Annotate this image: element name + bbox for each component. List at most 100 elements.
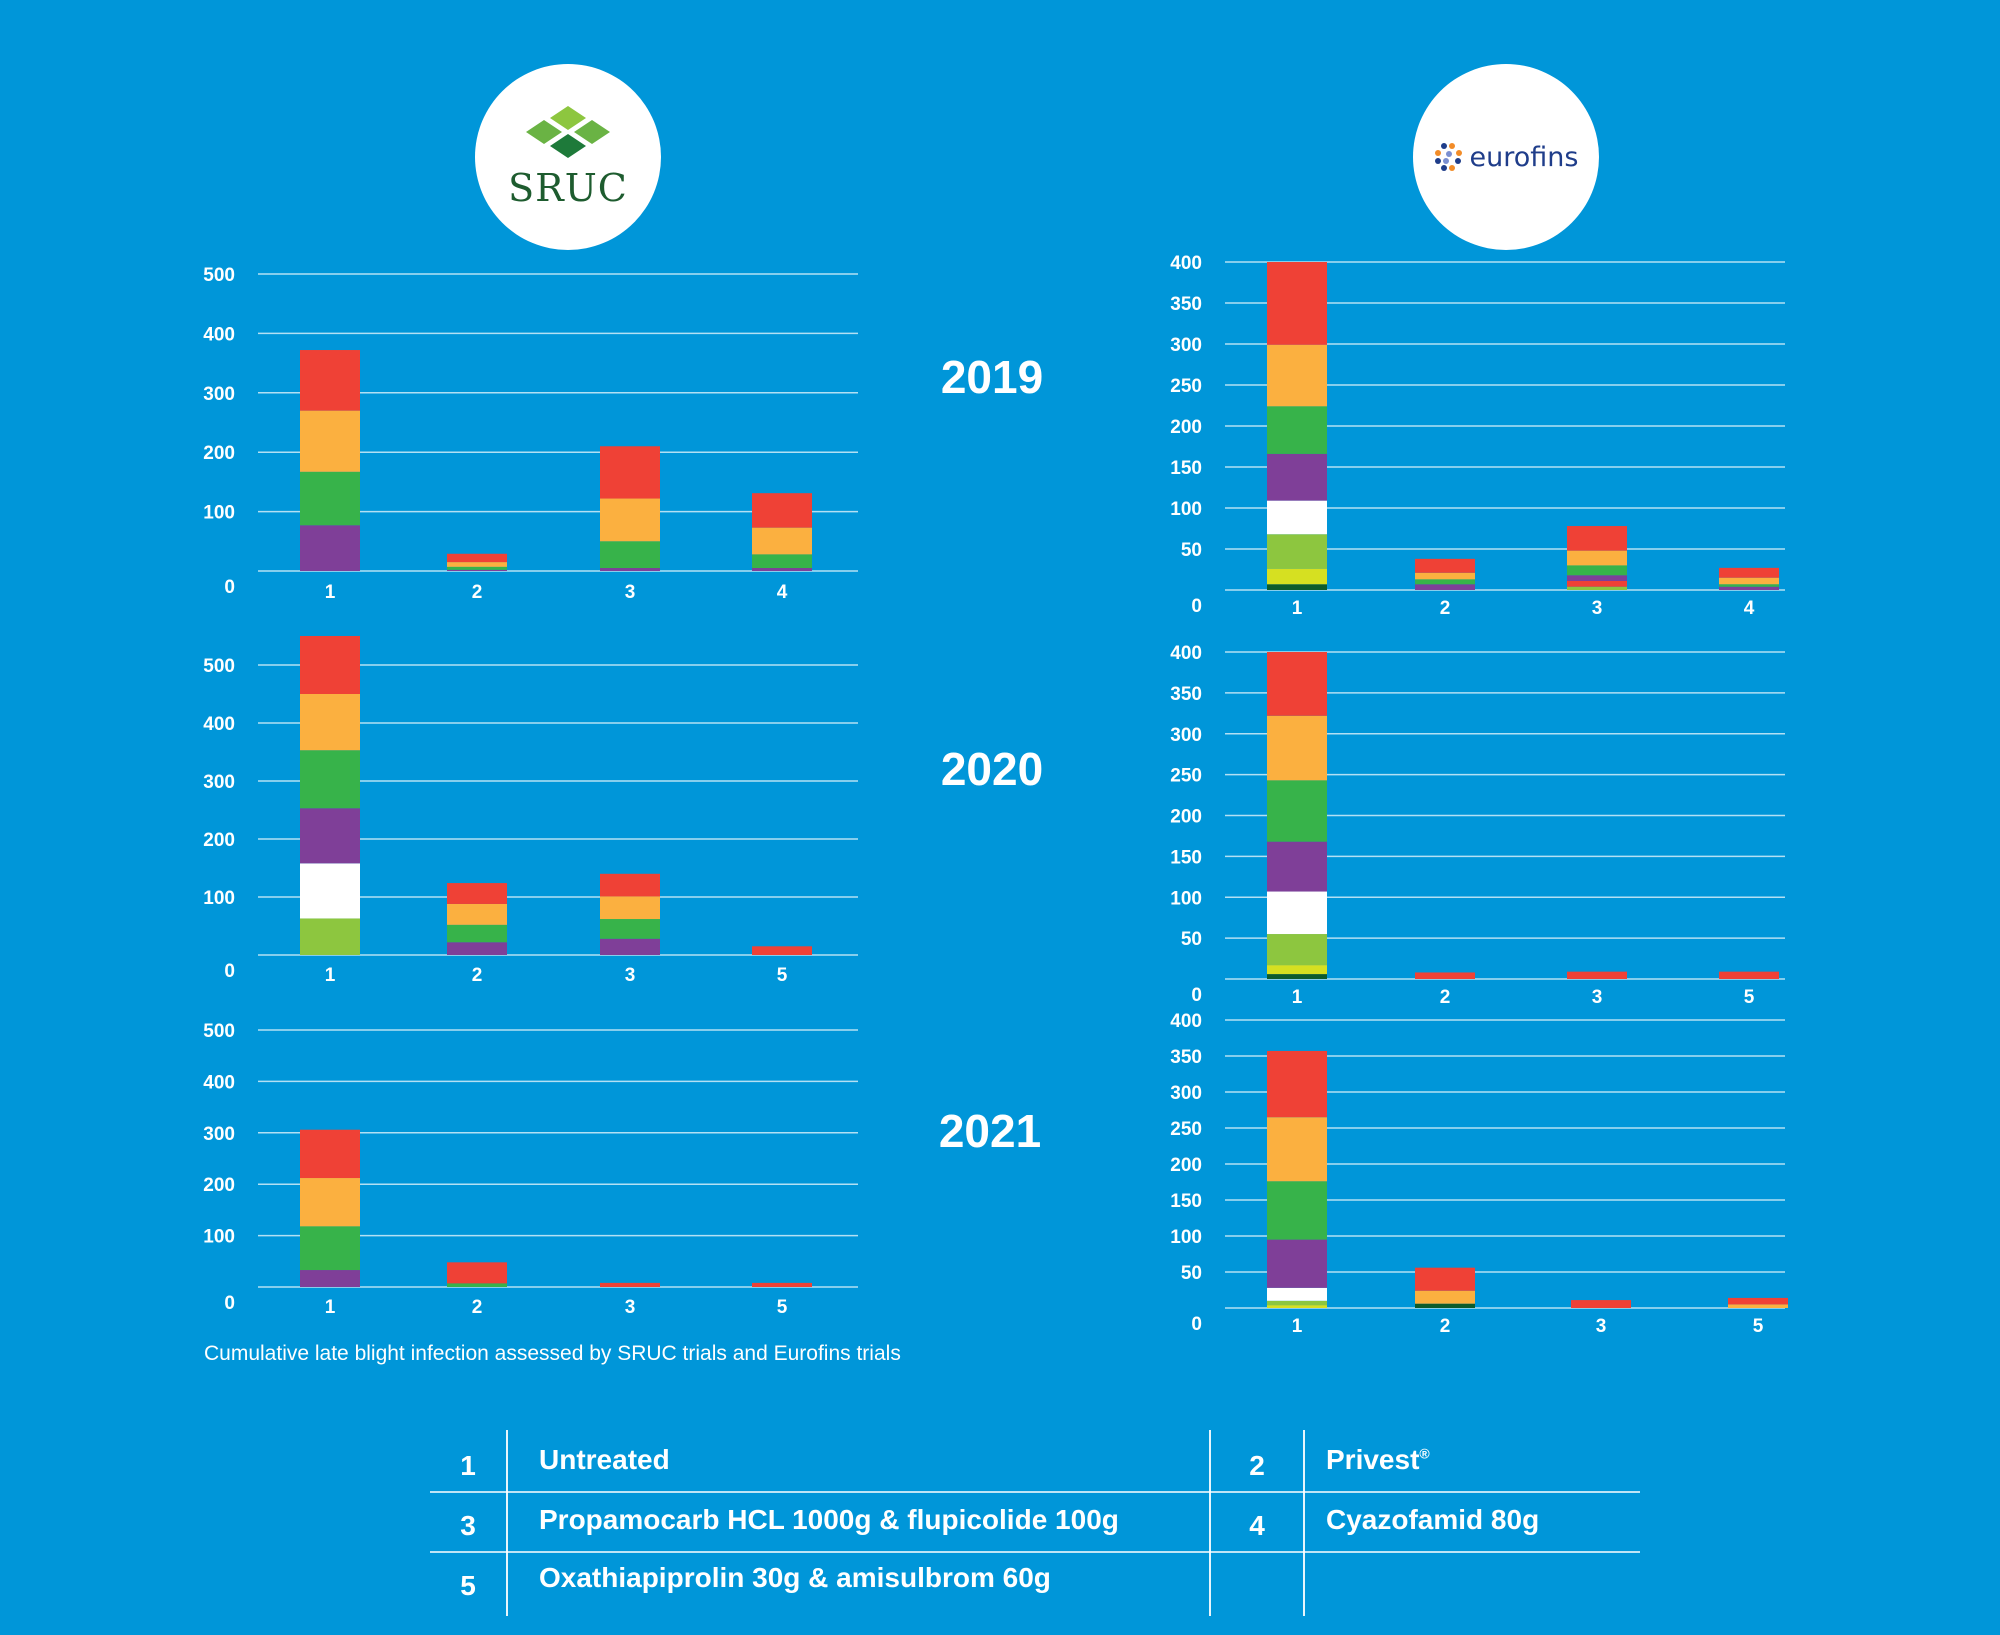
bar-segment-purple bbox=[1267, 841, 1327, 892]
bar-segment-orange bbox=[300, 1178, 360, 1227]
x-tick-label: 3 bbox=[1596, 1316, 1607, 1337]
y-tick-label: 50 bbox=[1181, 540, 1202, 561]
bar-segment-green bbox=[1267, 406, 1327, 454]
bar-segment-orange bbox=[1719, 577, 1779, 585]
bar-segment-lightgreen bbox=[1567, 586, 1627, 590]
bar-segment-green bbox=[1267, 1181, 1327, 1240]
bar-segment-lightgreen bbox=[1267, 934, 1327, 966]
y-tick-label: 350 bbox=[1170, 684, 1202, 705]
legend-label: Propamocarb HCL 1000g & flupicolide 100g bbox=[539, 1504, 1119, 1535]
y-tick-label: 0 bbox=[224, 577, 235, 598]
y-tick-label: 350 bbox=[1170, 294, 1202, 315]
x-tick-label: 1 bbox=[1292, 987, 1303, 1008]
bar-segment-red bbox=[1415, 972, 1475, 979]
chart-eurofins-2020: 0 50 100 150 200 250 300 350 400 1 2 3 5 bbox=[1170, 643, 1785, 1008]
y-tick-label: 250 bbox=[1170, 376, 1202, 397]
x-tick-label: 1 bbox=[325, 1297, 336, 1318]
year-label-2021: 2021 bbox=[938, 1105, 1042, 1157]
x-tick-label: 5 bbox=[1753, 1316, 1764, 1337]
x-tick-label: 2 bbox=[1440, 598, 1451, 619]
bar-segment-white bbox=[1267, 500, 1327, 535]
bar-segment-purple bbox=[752, 568, 812, 571]
bar-segment-orange bbox=[600, 896, 660, 920]
bar-segment-red bbox=[600, 446, 660, 499]
bar-segment-orange bbox=[752, 527, 812, 555]
bar-segment-red bbox=[447, 1262, 507, 1284]
eurofins-logo: eurofins bbox=[1413, 64, 1599, 250]
y-tick-label: 400 bbox=[203, 714, 235, 735]
x-tick-label: 1 bbox=[1292, 598, 1303, 619]
x-tick-label: 2 bbox=[1440, 987, 1451, 1008]
bar-segment-green bbox=[1567, 565, 1627, 576]
bar-segment-purple bbox=[1415, 584, 1475, 590]
bar-segment-red bbox=[752, 493, 812, 528]
y-tick-label: 50 bbox=[1181, 929, 1202, 950]
legend-number: 2 bbox=[1249, 1450, 1265, 1481]
x-tick-label: 3 bbox=[625, 965, 636, 986]
bar-segment-green bbox=[300, 1226, 360, 1271]
y-tick-label: 0 bbox=[1191, 985, 1202, 1006]
bar-segment-green bbox=[1267, 780, 1327, 842]
legend-number: 5 bbox=[460, 1570, 476, 1601]
bar-segment-orange bbox=[300, 694, 360, 751]
y-tick-label: 0 bbox=[224, 1293, 235, 1314]
y-tick-label: 500 bbox=[203, 656, 235, 677]
x-tick-label: 1 bbox=[325, 965, 336, 986]
bar-segment-red bbox=[1719, 971, 1779, 979]
bar-segment-red bbox=[1267, 1050, 1327, 1118]
bar-segment-lightgreen bbox=[1267, 534, 1327, 569]
y-tick-label: 200 bbox=[203, 1175, 235, 1196]
chart-sruc-2021: 0 100 200 300 400 500 1 2 3 5 bbox=[203, 1021, 858, 1318]
bar-segment-purple bbox=[300, 1270, 360, 1287]
legend-divider bbox=[1209, 1430, 1211, 1616]
year-label-2019: 2019 bbox=[940, 351, 1044, 403]
y-tick-label: 200 bbox=[203, 443, 235, 464]
legend-label: Untreated bbox=[539, 1444, 670, 1475]
x-tick-label: 3 bbox=[1592, 598, 1603, 619]
bar-segment-orange bbox=[300, 410, 360, 472]
y-tick-label: 400 bbox=[1170, 643, 1202, 664]
bar-segment-lightgreen bbox=[1267, 1300, 1327, 1306]
y-tick-label: 150 bbox=[1170, 458, 1202, 479]
legend-number: 1 bbox=[460, 1450, 476, 1481]
bar-segment-green bbox=[300, 750, 360, 809]
bar-segment-orange bbox=[1728, 1304, 1788, 1308]
y-tick-label: 500 bbox=[203, 265, 235, 286]
bar-segment-purple bbox=[600, 568, 660, 571]
bar-segment-orange bbox=[447, 562, 507, 567]
chart-eurofins-2019: 0 50 100 150 200 250 300 350 400 1 2 3 4 bbox=[1170, 253, 1785, 619]
year-label-2020: 2020 bbox=[940, 743, 1044, 795]
bar-segment-yellow bbox=[1267, 1305, 1327, 1308]
bar-segment-white bbox=[1267, 1287, 1327, 1301]
bar-segment-red bbox=[300, 1129, 360, 1179]
bar-segment-orange bbox=[1415, 1290, 1475, 1304]
y-tick-label: 0 bbox=[1191, 596, 1202, 617]
x-tick-label: 3 bbox=[625, 1297, 636, 1318]
bar-segment-orange bbox=[1567, 550, 1627, 566]
y-tick-label: 100 bbox=[1170, 888, 1202, 909]
bar-segment-red bbox=[447, 883, 507, 904]
y-tick-label: 300 bbox=[203, 1124, 235, 1145]
sruc-logo-text: SRUC bbox=[508, 166, 628, 210]
y-tick-label: 200 bbox=[1170, 417, 1202, 438]
bar-segment-green bbox=[600, 541, 660, 569]
y-tick-label: 400 bbox=[203, 1072, 235, 1093]
y-tick-label: 350 bbox=[1170, 1047, 1202, 1068]
bar-segment-red bbox=[300, 636, 360, 694]
bar-segment-darkgreen bbox=[1415, 1303, 1475, 1308]
x-tick-label: 1 bbox=[325, 582, 336, 603]
bar-segment-red bbox=[1728, 1297, 1788, 1305]
y-tick-label: 100 bbox=[1170, 1227, 1202, 1248]
legend-label-privest: Privest® bbox=[1326, 1444, 1430, 1476]
bar-segment-white bbox=[300, 863, 360, 919]
y-tick-label: 400 bbox=[203, 324, 235, 345]
bar-segment-green bbox=[600, 919, 660, 939]
legend-number: 4 bbox=[1249, 1510, 1265, 1541]
y-tick-label: 200 bbox=[1170, 1155, 1202, 1176]
y-tick-label: 400 bbox=[1170, 253, 1202, 274]
bar-segment-red bbox=[447, 553, 507, 563]
bar-segment-red bbox=[1719, 567, 1779, 578]
bar-segment-purple bbox=[300, 808, 360, 864]
y-tick-label: 100 bbox=[203, 1227, 235, 1248]
y-tick-label: 250 bbox=[1170, 1119, 1202, 1140]
